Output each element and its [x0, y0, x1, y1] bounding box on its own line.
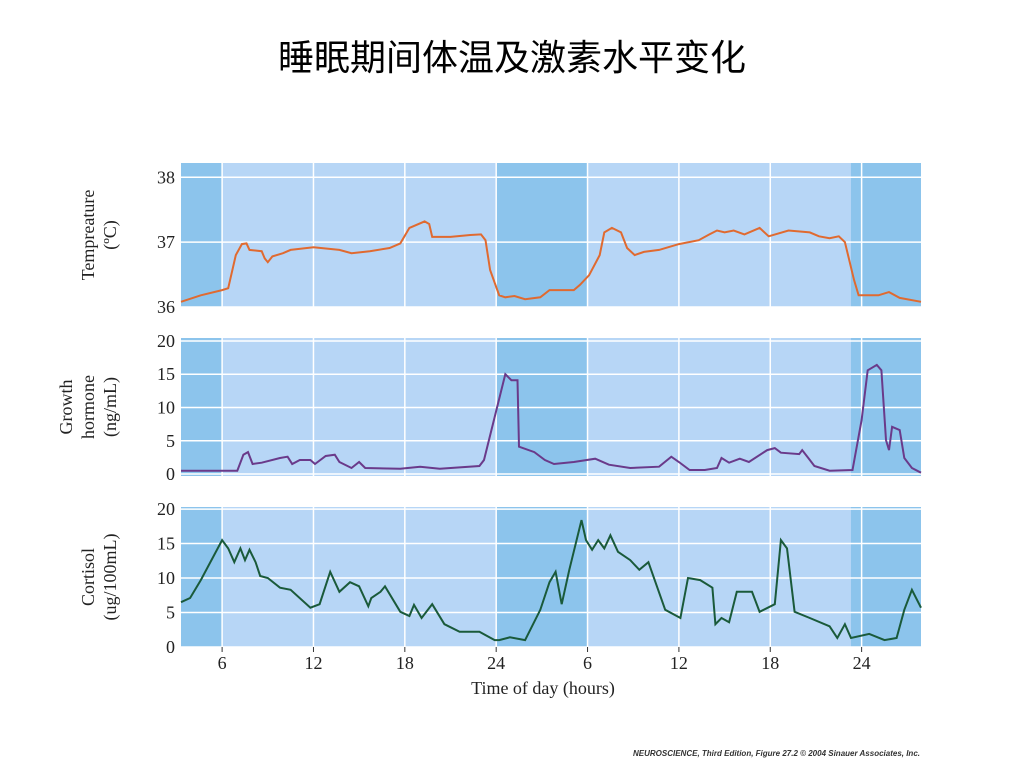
sleep-band — [496, 163, 588, 307]
sleep-band — [850, 507, 921, 647]
y-tick-label: 0 — [166, 637, 175, 657]
x-axis-label: Time of day (hours) — [471, 678, 615, 699]
y-tick-label: 20 — [157, 499, 175, 519]
x-tick-label: 24 — [487, 653, 505, 673]
x-tick-label: 18 — [761, 653, 779, 673]
y-axis-label: (ug/100mL) — [100, 534, 121, 621]
sleep-band — [181, 163, 223, 307]
credit: NEUROSCIENCE, Third Edition, Figure 27.2… — [633, 749, 920, 758]
y-tick-label: 10 — [157, 397, 175, 417]
sleep-band — [496, 507, 588, 647]
y-tick-label: 20 — [157, 331, 175, 351]
y-axis-label: (ng/mL) — [100, 377, 121, 437]
x-tick-label: 6 — [218, 653, 227, 673]
sleep-band — [850, 163, 921, 307]
x-tick-label: 12 — [304, 653, 322, 673]
y-tick-label: 15 — [157, 364, 175, 384]
x-tick-label: 6 — [583, 653, 592, 673]
x-tick-label: 24 — [853, 653, 871, 673]
y-tick-label: 10 — [157, 568, 175, 588]
y-tick-label: 37 — [157, 232, 175, 252]
x-tick-label: 18 — [396, 653, 414, 673]
y-axis-label: Growth — [56, 380, 76, 435]
y-axis-label: (ºC) — [100, 220, 121, 250]
y-tick-label: 5 — [166, 603, 175, 623]
y-axis-label: hormone — [78, 375, 98, 439]
data-line — [181, 363, 922, 474]
data-line — [180, 519, 922, 642]
y-tick-label: 38 — [157, 167, 175, 187]
data-line — [180, 220, 922, 303]
y-axis-label: Tempreature — [78, 190, 98, 281]
y-tick-label: 15 — [157, 534, 175, 554]
y-tick-label: 36 — [157, 297, 175, 317]
y-tick-label: 0 — [166, 464, 175, 484]
chart-title: 睡眠期间体温及激素水平变化 — [278, 38, 746, 79]
x-tick-label: 12 — [670, 653, 688, 673]
y-axis-label: Cortisol — [78, 548, 98, 606]
y-tick-label: 5 — [166, 431, 175, 451]
